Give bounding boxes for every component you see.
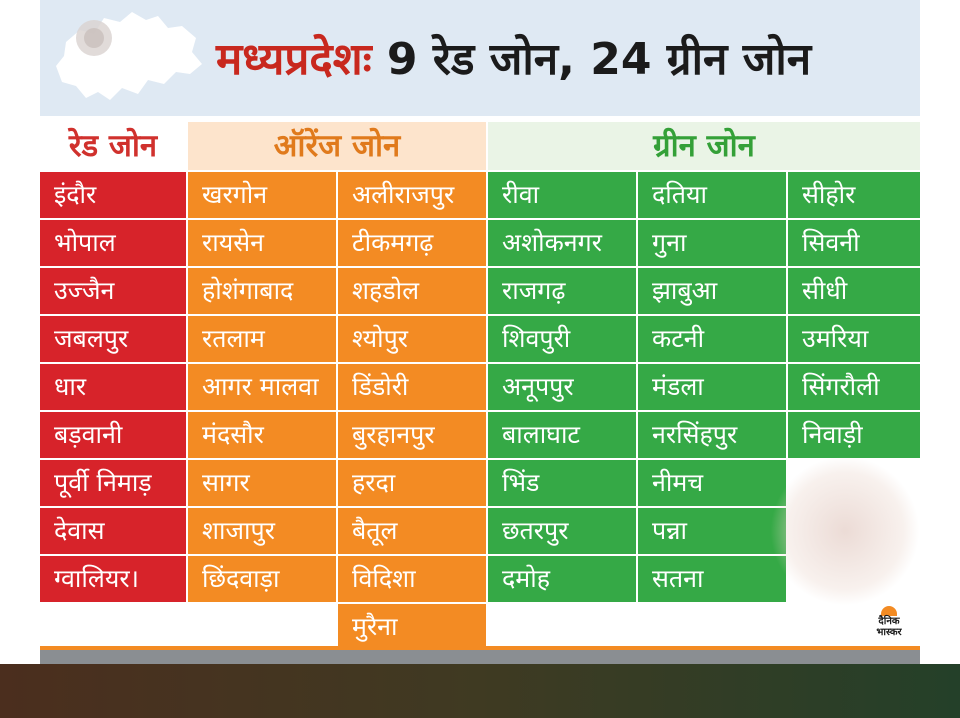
green-zone-district: छतरपुर	[488, 508, 636, 554]
orange-zone-header: ऑरेंज जोन	[188, 122, 486, 170]
red-zone-district: भोपाल	[40, 220, 186, 266]
publisher-logo: दैनिक भास्कर	[866, 606, 912, 646]
green-zone-district: नरसिंहपुर	[638, 412, 786, 458]
footer-accent	[40, 646, 920, 650]
green-zone-district: सीहोर	[788, 172, 920, 218]
orange-zone-district: विदिशा	[338, 556, 486, 602]
green-zone-district: कटनी	[638, 316, 786, 362]
red-zone-district: पूर्वी निमाड़	[40, 460, 186, 506]
green-zone-district: पन्ना	[638, 508, 786, 554]
red-zone-district: बड़वानी	[40, 412, 186, 458]
orange-zone-district: होशंगाबाद	[188, 268, 336, 314]
orange-zone-district: डिंडोरी	[338, 364, 486, 410]
orange-zone-district: अलीराजपुर	[338, 172, 486, 218]
title-state: मध्यप्रदेश	[216, 34, 372, 85]
red-zone-district: देवास	[40, 508, 186, 554]
green-zone-district: सिवनी	[788, 220, 920, 266]
orange-zone-district: टीकमगढ़	[338, 220, 486, 266]
red-zone-district: जबलपुर	[40, 316, 186, 362]
green-zone-district: सतना	[638, 556, 786, 602]
green-zone-district: सिंगरौली	[788, 364, 920, 410]
orange-zone-district: मंदसौर	[188, 412, 336, 458]
green-zone-district: शिवपुरी	[488, 316, 636, 362]
green-zone-district: मंडला	[638, 364, 786, 410]
red-zone-district: ग्वालियर।	[40, 556, 186, 602]
sun-icon	[881, 606, 897, 616]
orange-zone-district: रतलाम	[188, 316, 336, 362]
madhya-pradesh-map-icon	[56, 12, 202, 100]
bottom-strip	[0, 664, 960, 718]
virus-watermark	[770, 456, 920, 606]
title-banner: मध्यप्रदेशः 9 रेड जोन, 24 ग्रीन जोन	[40, 0, 920, 116]
orange-zone-district: शाजापुर	[188, 508, 336, 554]
red-zone-header: रेड जोन	[40, 122, 186, 170]
orange-zone-district: मुरैना	[338, 604, 486, 650]
orange-zone-district: रायसेन	[188, 220, 336, 266]
logo-line1: दैनिक	[878, 616, 900, 627]
red-zone-district: उज्जैन	[40, 268, 186, 314]
orange-zone-district: शहडोल	[338, 268, 486, 314]
green-zone-district: अशोकनगर	[488, 220, 636, 266]
green-zone-district: दतिया	[638, 172, 786, 218]
orange-zone-district: श्योपुर	[338, 316, 486, 362]
green-zone-district: उमरिया	[788, 316, 920, 362]
green-zone-district: दमोह	[488, 556, 636, 602]
green-zone-district: भिंड	[488, 460, 636, 506]
infographic-card: मध्यप्रदेशः 9 रेड जोन, 24 ग्रीन जोन रेड …	[40, 0, 920, 664]
red-zone-district: इंदौर	[40, 172, 186, 218]
green-zone-district: राजगढ़	[488, 268, 636, 314]
page-title: मध्यप्रदेशः 9 रेड जोन, 24 ग्रीन जोन	[216, 30, 811, 90]
logo-line2: भास्कर	[876, 627, 902, 638]
green-zone-district: रीवा	[488, 172, 636, 218]
green-zone-district: गुना	[638, 220, 786, 266]
orange-zone-district: छिंदवाड़ा	[188, 556, 336, 602]
green-zone-district: अनूपपुर	[488, 364, 636, 410]
orange-zone-district: बैतूल	[338, 508, 486, 554]
title-green-count: 24 ग्रीन जोन	[590, 34, 812, 85]
footer-bar	[40, 650, 920, 664]
orange-zone-district: हरदा	[338, 460, 486, 506]
green-zone-district: निवाड़ी	[788, 412, 920, 458]
title-red-count: 9 रेड जोन,	[386, 34, 575, 85]
red-zone-district: धार	[40, 364, 186, 410]
green-zone-header: ग्रीन जोन	[488, 122, 920, 170]
orange-zone-district: आगर मालवा	[188, 364, 336, 410]
green-zone-district: सीधी	[788, 268, 920, 314]
orange-zone-district: बुरहानपुर	[338, 412, 486, 458]
green-zone-district: नीमच	[638, 460, 786, 506]
orange-zone-district: खरगोन	[188, 172, 336, 218]
orange-zone-district: सागर	[188, 460, 336, 506]
green-zone-district: बालाघाट	[488, 412, 636, 458]
green-zone-district: झाबुआ	[638, 268, 786, 314]
